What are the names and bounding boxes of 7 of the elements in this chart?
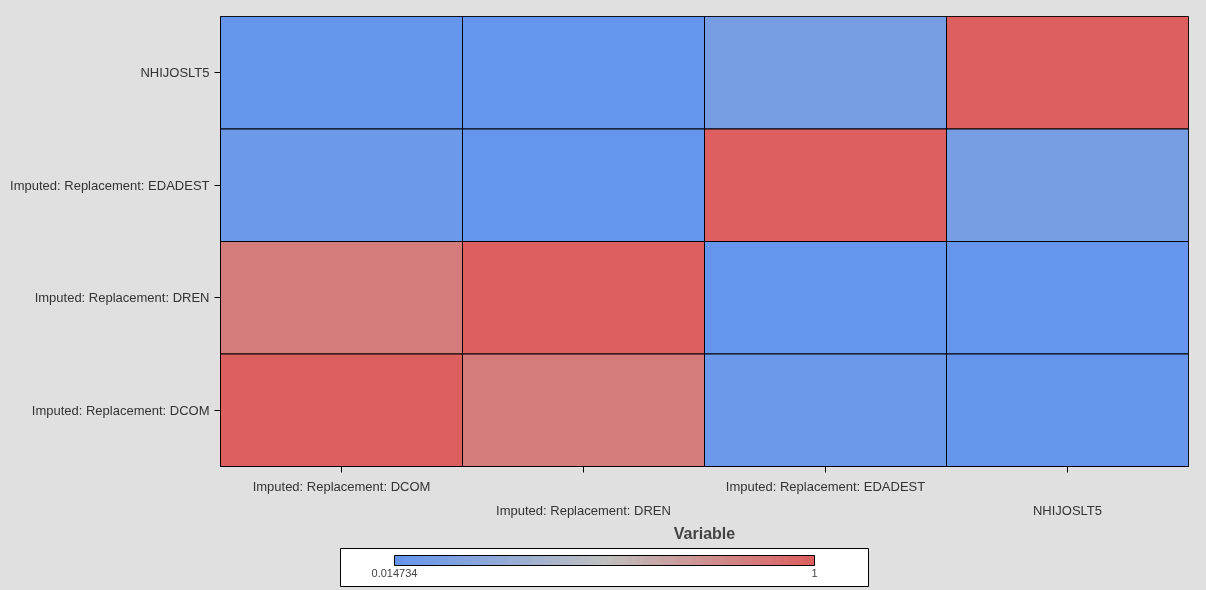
color-bar-label: 0.014734 xyxy=(371,566,418,579)
color-bar-label: 1 xyxy=(811,566,818,579)
y-tick-label: NHIJOSLT5 xyxy=(140,65,210,81)
y-tick-label: Imputed: Replacement: EDADEST xyxy=(10,177,210,193)
y-tick-label: Imputed: Replacement: DREN xyxy=(34,290,210,306)
y-tick-label: Imputed: Replacement: DCOM xyxy=(31,402,210,418)
x-axis-title: Variable xyxy=(673,524,736,542)
